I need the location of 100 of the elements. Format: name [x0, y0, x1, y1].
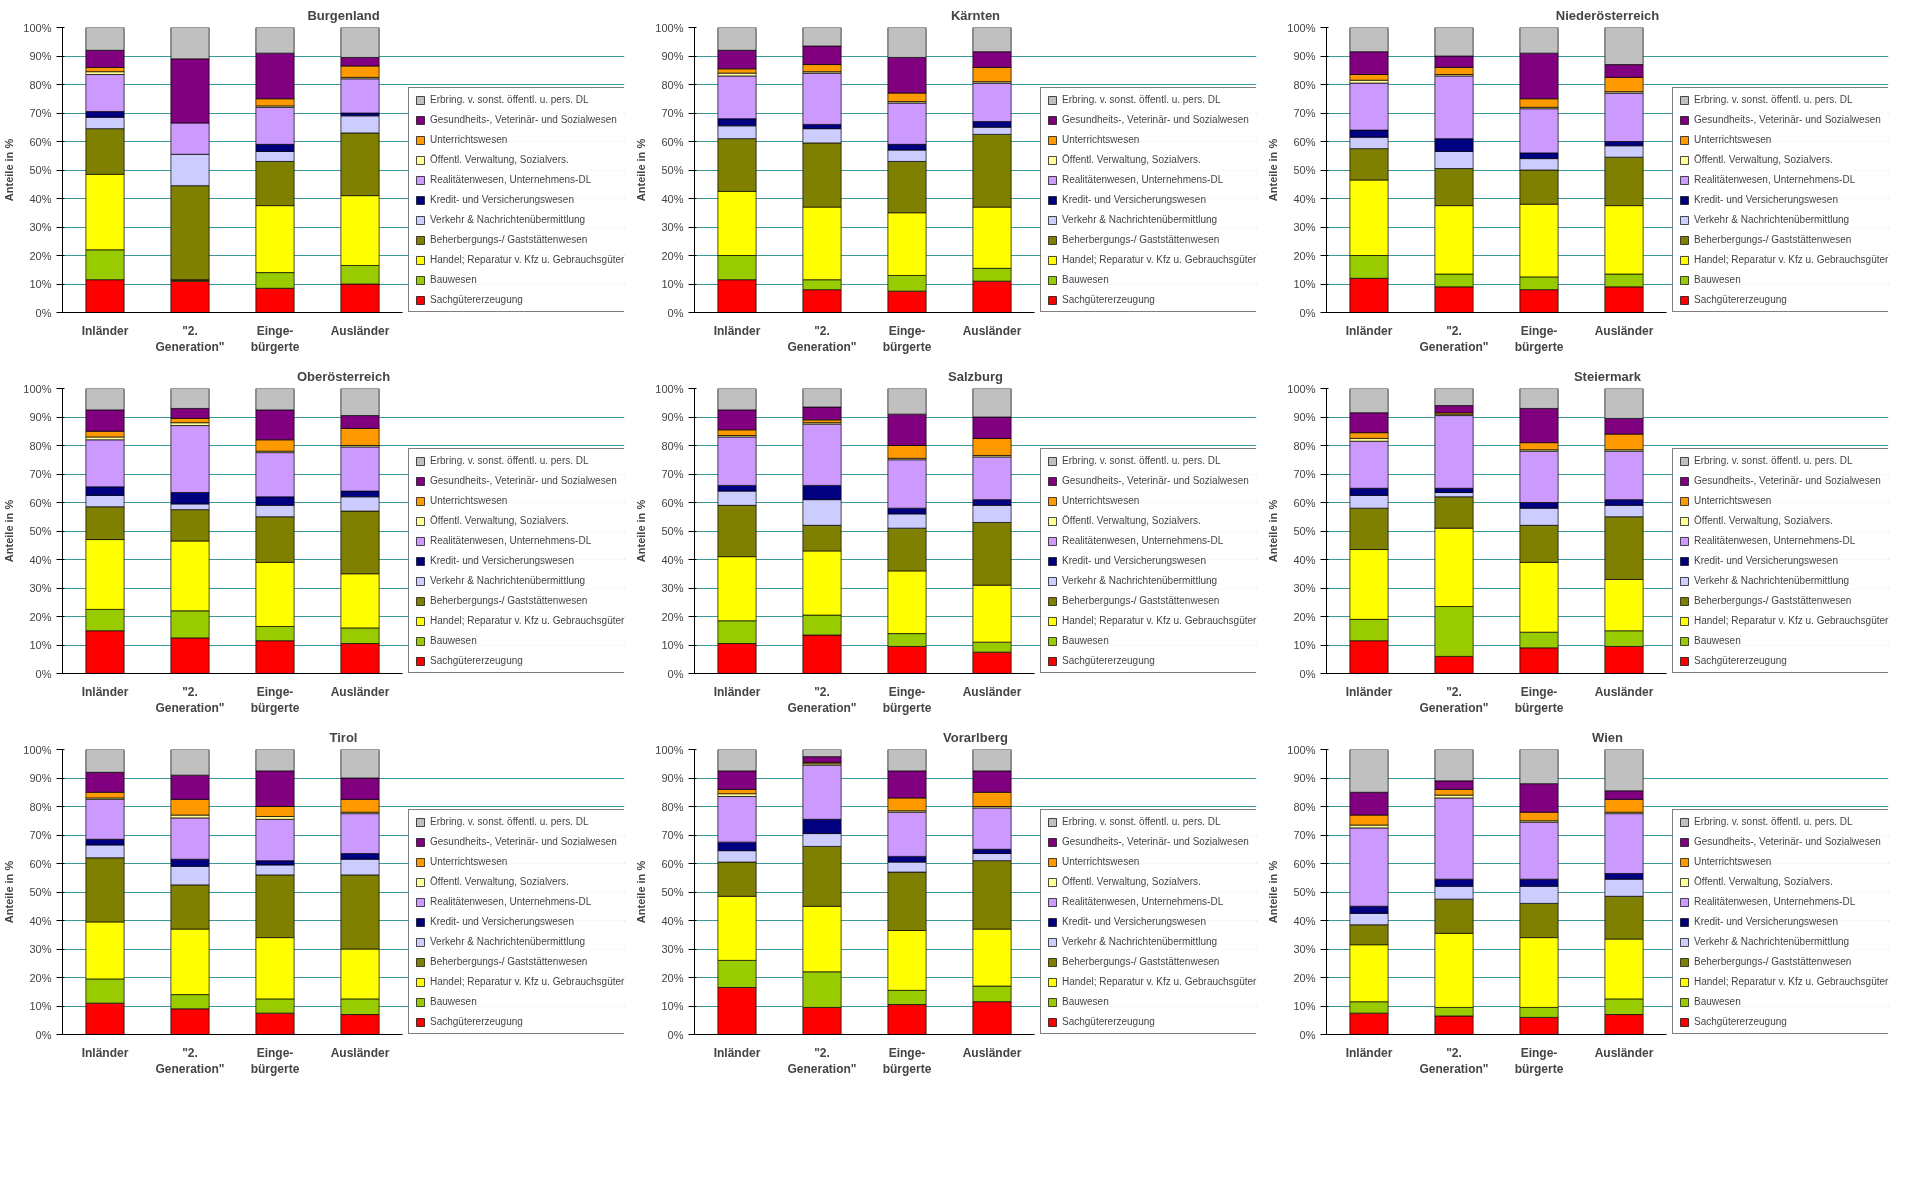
- y-tick-label: 50%: [661, 164, 684, 176]
- legend-label: Erbring. v. sonst. öffentl. u. pers. DL: [1694, 455, 1853, 466]
- y-tick-label: 60%: [29, 496, 52, 509]
- legend-label: Kredit- und Versicherungswesen: [1694, 916, 1838, 927]
- y-axis-title: Anteile in %: [3, 138, 16, 202]
- legend-label: Realitätenwesen, Unternehmens-DL: [1062, 896, 1224, 907]
- y-tick-label: 80%: [1293, 800, 1316, 813]
- legend-label: Öffentl. Verwaltung, Sozialvers.: [430, 154, 569, 165]
- x-tick-label: Einge- bürgerte: [1514, 684, 1564, 716]
- x-tick-label: Inländer: [713, 1045, 761, 1060]
- legend-label: Handel; Reparatur v. Kfz u. Gebrauchsgüter: [1062, 615, 1257, 626]
- legend-label: Öffentl. Verwaltung, Sozialvers.: [430, 876, 569, 887]
- y-tick-label: 40%: [29, 553, 52, 566]
- y-tick-label: 70%: [1293, 468, 1316, 480]
- x-tick-label: Inländer: [81, 684, 129, 699]
- y-tick-label: 20%: [661, 249, 684, 262]
- y-tick-label: 50%: [29, 164, 52, 176]
- legend-label: Bauwesen: [430, 274, 477, 285]
- x-tick-label: Ausländer: [1594, 684, 1654, 699]
- legend-label: Bauwesen: [1694, 996, 1741, 1007]
- legend-label: Beherbergungs-/ Gaststättenwesen: [1062, 595, 1220, 606]
- y-tick-label: 70%: [661, 468, 684, 480]
- legend-label: Sachgütererzeugung: [1694, 294, 1787, 305]
- legend-label: Gesundheits-, Veterinär- und Sozialwesen: [1694, 475, 1881, 486]
- y-tick-label: 20%: [29, 971, 52, 984]
- x-tick-label: Ausländer: [1594, 1045, 1654, 1060]
- legend-label: Unterrichtswesen: [1694, 495, 1772, 506]
- legend-label: Sachgütererzeugung: [1694, 655, 1787, 666]
- x-tick-label: Inländer: [1345, 323, 1393, 338]
- legend-label: Unterrichtswesen: [1062, 134, 1140, 145]
- legend-label: Verkehr & Nachrichtenübermittlung: [430, 575, 586, 586]
- y-tick-label: 90%: [1293, 411, 1316, 423]
- legend-label: Bauwesen: [1062, 274, 1109, 285]
- chart-title: Wien: [1592, 729, 1624, 745]
- legend-label: Sachgütererzeugung: [1062, 294, 1155, 305]
- y-tick-label: 30%: [29, 943, 52, 955]
- legend-label: Erbring. v. sonst. öffentl. u. pers. DL: [1062, 94, 1221, 105]
- chart-title: Tirol: [329, 729, 358, 745]
- x-tick-label: "2. Generation": [787, 323, 857, 355]
- legend-label: Bauwesen: [430, 996, 477, 1007]
- y-axis-title: Anteile in %: [3, 860, 16, 924]
- y-tick-label: 0%: [35, 1028, 52, 1041]
- y-tick-label: 10%: [661, 639, 684, 651]
- x-tick-label: Inländer: [713, 684, 761, 699]
- x-tick-label: "2. Generation": [787, 1045, 857, 1077]
- chart-title: Vorarlberg: [943, 729, 1008, 745]
- legend-label: Handel; Reparatur v. Kfz u. Gebrauchsgüter: [1694, 254, 1889, 265]
- legend-label: Erbring. v. sonst. öffentl. u. pers. DL: [1694, 816, 1853, 827]
- legend-label: Sachgütererzeugung: [430, 294, 523, 305]
- y-tick-label: 80%: [29, 78, 52, 91]
- y-tick-label: 40%: [29, 914, 52, 927]
- x-tick-label: "2. Generation": [1419, 323, 1489, 355]
- legend-label: Beherbergungs-/ Gaststättenwesen: [1062, 234, 1220, 245]
- x-tick-label: Einge- bürgerte: [250, 684, 300, 716]
- legend-label: Gesundheits-, Veterinär- und Sozialwesen: [430, 836, 617, 847]
- legend-label: Handel; Reparatur v. Kfz u. Gebrauchsgüter: [1062, 254, 1257, 265]
- y-tick-label: 30%: [661, 943, 684, 955]
- y-tick-label: 100%: [655, 382, 684, 395]
- y-tick-label: 80%: [29, 800, 52, 813]
- legend-label: Handel; Reparatur v. Kfz u. Gebrauchsgüter: [430, 615, 625, 626]
- y-tick-label: 40%: [29, 192, 52, 205]
- y-tick-label: 90%: [661, 772, 684, 784]
- y-tick-label: 50%: [1293, 886, 1316, 898]
- legend-label: Gesundheits-, Veterinär- und Sozialwesen: [430, 114, 617, 125]
- x-tick-label: Inländer: [1345, 684, 1393, 699]
- legend-label: Handel; Reparatur v. Kfz u. Gebrauchsgüter: [430, 254, 625, 265]
- y-tick-label: 60%: [1293, 857, 1316, 870]
- y-tick-label: 0%: [35, 667, 52, 680]
- legend-label: Sachgütererzeugung: [1062, 655, 1155, 666]
- x-tick-label: Ausländer: [330, 323, 390, 338]
- y-tick-label: 0%: [1299, 1028, 1316, 1041]
- x-tick-label: Inländer: [81, 323, 129, 338]
- legend-label: Kredit- und Versicherungswesen: [1062, 194, 1206, 205]
- y-tick-label: 50%: [29, 525, 52, 537]
- y-tick-label: 30%: [1293, 582, 1316, 594]
- legend-label: Gesundheits-, Veterinär- und Sozialwesen: [1062, 114, 1249, 125]
- legend-label: Verkehr & Nachrichtenübermittlung: [1062, 936, 1218, 947]
- legend-label: Sachgütererzeugung: [1062, 1016, 1155, 1027]
- y-tick-label: 30%: [661, 582, 684, 594]
- legend-label: Gesundheits-, Veterinär- und Sozialwesen: [1694, 836, 1881, 847]
- x-tick-label: "2. Generation": [155, 1045, 225, 1077]
- y-tick-label: 50%: [29, 886, 52, 898]
- x-tick-label: Einge- bürgerte: [250, 1045, 300, 1077]
- y-tick-label: 80%: [1293, 439, 1316, 452]
- y-tick-label: 40%: [1293, 914, 1316, 927]
- y-tick-label: 80%: [661, 78, 684, 91]
- legend-label: Handel; Reparatur v. Kfz u. Gebrauchsgüter: [1694, 976, 1889, 987]
- legend-label: Öffentl. Verwaltung, Sozialvers.: [430, 515, 569, 526]
- y-tick-label: 50%: [661, 525, 684, 537]
- y-tick-label: 100%: [1287, 21, 1316, 34]
- y-tick-label: 10%: [1293, 639, 1316, 651]
- legend-label: Unterrichtswesen: [1694, 856, 1772, 867]
- legend-label: Realitätenwesen, Unternehmens-DL: [1062, 174, 1224, 185]
- legend-label: Bauwesen: [1694, 274, 1741, 285]
- x-tick-label: Inländer: [713, 323, 761, 338]
- y-tick-label: 80%: [661, 439, 684, 452]
- x-tick-label: Einge- bürgerte: [882, 323, 932, 355]
- y-tick-label: 60%: [661, 857, 684, 870]
- y-tick-label: 40%: [661, 914, 684, 927]
- legend-label: Sachgütererzeugung: [430, 1016, 523, 1027]
